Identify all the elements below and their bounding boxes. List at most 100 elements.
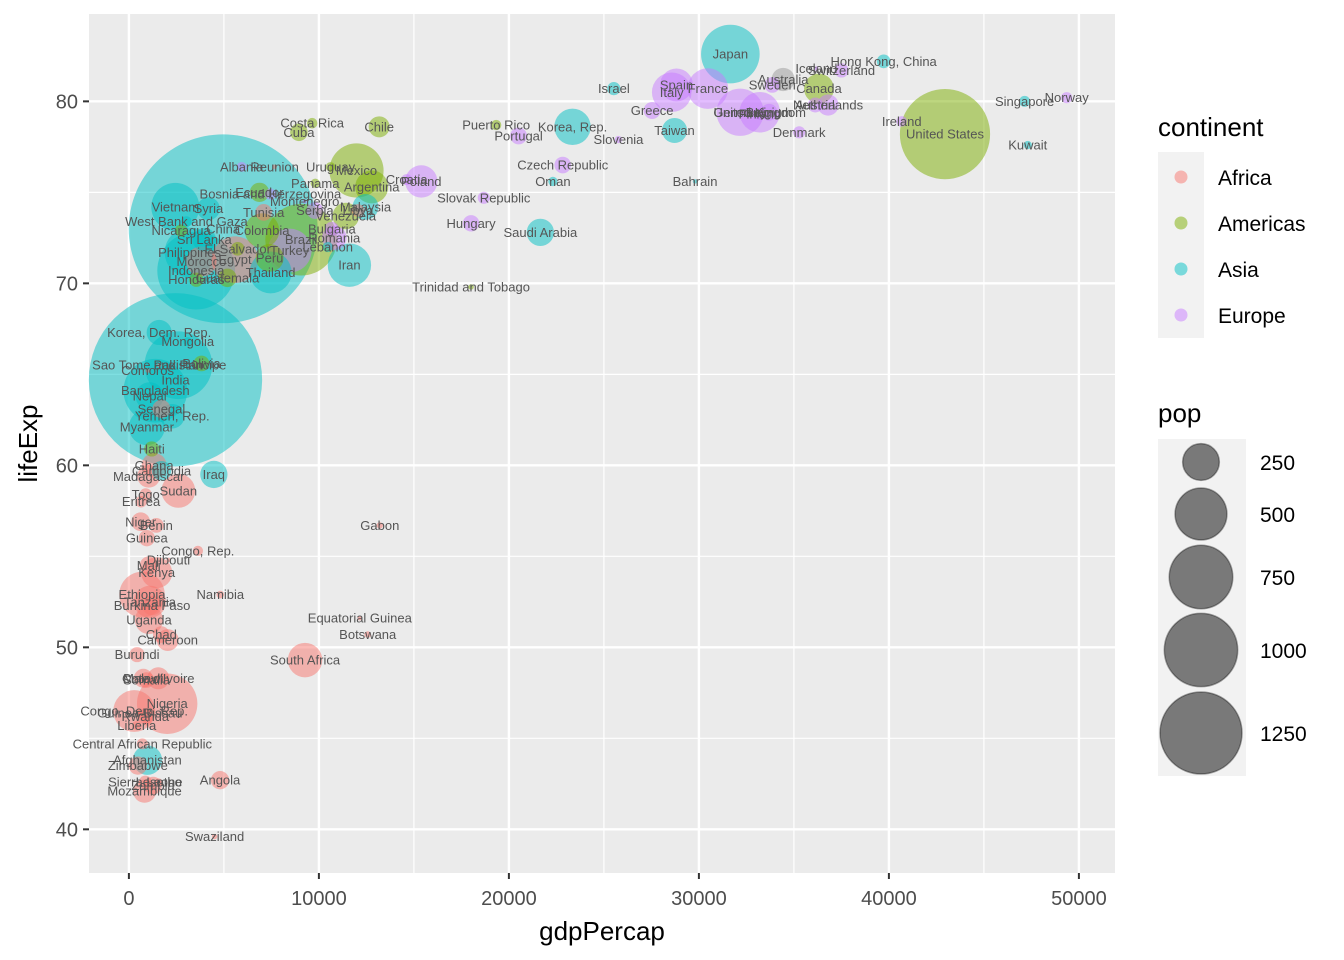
point-label: Cameroon [137,633,198,648]
legend-label-americas: Americas [1218,213,1306,236]
point-label: United Kingdom [714,105,807,120]
point-label: Vietnam [152,199,199,214]
x-tick-label: 30000 [671,888,727,910]
y-tick-label: 40 [56,819,78,841]
data-point [138,672,155,688]
data-point [196,197,220,221]
data-point [145,368,150,373]
point-label: El Salvador [204,241,271,256]
point-label: Namibia [196,587,244,602]
data-point [138,529,155,547]
point-label: Sri Lanka [177,232,233,247]
pop-legend-label: 1000 [1260,640,1307,663]
point-label: Malawi [123,671,164,686]
point-label: West Bank and Gaza [125,214,248,229]
point-label: South Africa [270,653,341,668]
data-point [211,833,218,840]
point-label: Hong Kong, China [831,54,938,69]
data-point [249,182,270,203]
point-label: Tanzania [124,594,177,609]
point-label: Israel [598,81,630,96]
data-point [255,204,273,221]
data-point [526,218,555,247]
point-label: Zimbabwe [108,758,168,773]
point-label: Tunisia [243,205,285,220]
data-point [244,213,280,248]
point-label: Montenegro [270,194,339,209]
point-label: Peru [256,250,283,265]
point-label: Madagascar [113,469,185,484]
data-point [876,54,891,69]
y-tick-label: 50 [56,637,78,659]
point-label: Panama [291,176,340,191]
data-point [660,68,693,102]
pop-legend: pop 250 500 750 1000 1250 [1158,398,1307,776]
point-label: Bahrain [673,174,718,189]
data-point [148,517,164,533]
data-point [166,557,171,563]
data-point [230,241,245,256]
point-label: Sweden [749,77,796,92]
point-label: Liberia [117,718,157,733]
data-point [324,221,339,236]
continent-legend: continent Africa Americas Asia Europe [1158,112,1306,338]
pop-legend-key [1159,691,1243,775]
point-label: Uganda [126,613,172,628]
data-point [510,127,528,145]
point-label: Afghanistan [113,753,182,768]
point-label: Nigeria [147,696,189,711]
point-label: Syria [194,201,224,216]
point-label: Greece [631,103,674,118]
point-label: Rwanda [121,709,169,724]
data-point [139,556,158,575]
point-label: Congo, Dem. Rep. [80,704,188,719]
point-label: Puerto Rico [462,118,530,133]
pop-legend-label: 1250 [1260,723,1307,746]
data-point [614,135,623,144]
point-label: Kuwait [1008,138,1047,153]
y-tick-label: 60 [56,455,78,477]
point-label: Sao Tome and Principe [92,358,226,373]
point-label: China [206,221,241,236]
point-label: Thailand [246,265,296,280]
pop-legend-label: 500 [1260,504,1295,527]
data-point [157,363,162,368]
data-point [405,165,438,198]
y-axis: 40 50 60 70 80 [56,91,89,841]
point-label: Congo, Rep. [161,543,234,558]
data-point [152,626,170,643]
point-label: Singapore [995,94,1054,109]
pop-legend-label: 750 [1260,567,1295,590]
point-label: Guinea-Bissau [97,705,182,720]
point-label: Egypt [218,252,252,267]
legend-label-europe: Europe [1218,305,1286,328]
data-point [477,191,490,204]
point-label: Argentina [344,179,400,194]
data-point [692,179,698,184]
point-label: Oman [535,174,570,189]
data-point [401,174,413,186]
point-label: Hungary [447,216,497,231]
data-point [327,243,372,287]
point-label: Denmark [773,125,826,140]
point-label: Haiti [139,441,165,456]
point-label: Japan [713,47,748,62]
data-point [306,202,324,219]
data-point [236,161,247,172]
point-label: Taiwan [654,123,694,138]
point-label: Croatia [386,172,429,187]
point-label: Cote d'Ivoire [122,671,195,686]
point-label: Romania [308,230,361,245]
data-point [264,188,276,200]
data-point [1019,95,1031,107]
data-point [764,77,781,93]
point-label: Indonesia [168,263,225,278]
point-label: Lebanon [302,239,353,254]
point-label: Korea, Rep. [538,119,607,134]
point-label: Ethiopia [119,587,167,602]
data-point [302,199,307,204]
y-tick-label: 70 [56,273,78,295]
data-point [186,246,217,277]
data-point [287,642,323,678]
